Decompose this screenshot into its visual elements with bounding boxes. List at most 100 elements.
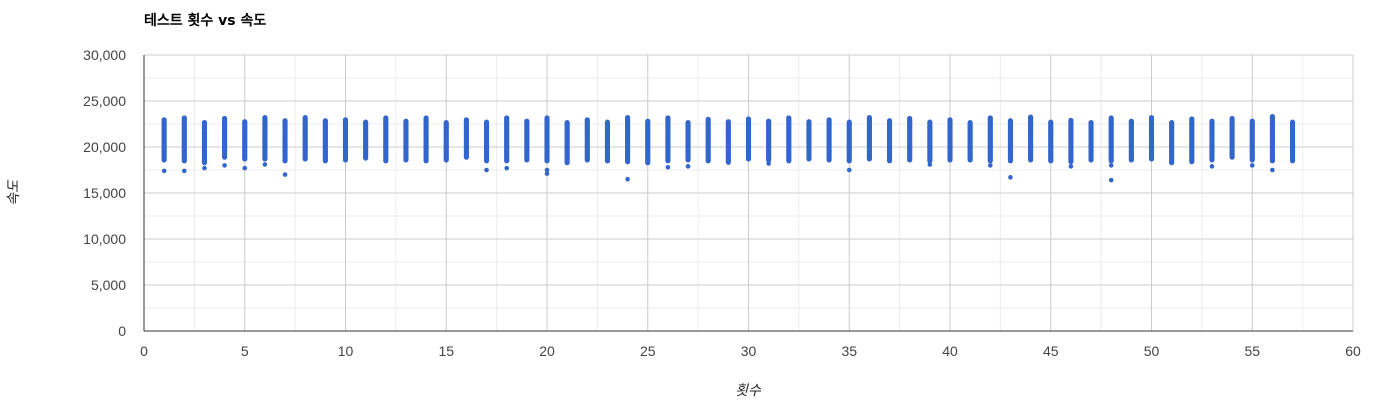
x-tick-label: 40 [942,343,958,359]
data-point [342,117,349,123]
data-point [564,120,570,126]
data-point [282,118,288,124]
data-point [1148,114,1155,121]
x-tick-label: 20 [539,343,555,359]
data-point-outlier [182,168,187,174]
data-point [1007,118,1014,124]
x-tick-label: 55 [1244,343,1260,359]
data-point-outlier [1270,167,1275,173]
data-point [222,115,228,122]
data-point-outlier [544,167,550,173]
data-point-outlier [1068,164,1074,169]
data-point [604,119,611,125]
data-point [645,118,651,124]
data-point [403,118,409,124]
data-point [947,117,953,123]
data-point [423,115,429,121]
data-point [584,117,590,123]
data-point [846,119,852,125]
y-tick-label: 10,000 [83,231,126,247]
x-tick-label: 15 [438,343,454,359]
data-point-outlier [846,167,852,173]
data-point [443,120,449,126]
data-point [665,115,671,121]
x-axis-title: 횟수 [735,383,762,399]
data-point [524,118,530,124]
x-tick-label: 45 [1043,343,1059,359]
y-tick-labels: 0 5,000 10,000 15,000 20,000 25,000 30,000 [83,47,126,339]
data-point [544,115,550,121]
data-point [967,120,973,126]
data-point [886,118,893,124]
data-point [161,117,167,123]
data-point-outlier [766,161,771,166]
y-tick-label: 25,000 [83,93,126,109]
data-point [1088,120,1094,126]
data-point-outlier [726,160,731,165]
data-point-outlier [161,168,167,174]
data-point-outlier [685,164,691,169]
data-point [262,114,268,121]
data-point [806,119,812,125]
data-point [302,114,308,121]
x-tick-label: 25 [640,343,656,359]
data-point [1209,118,1215,124]
data-point-outlier [1209,164,1215,169]
data-point-outlier [504,165,510,171]
x-tick-label: 60 [1345,343,1361,359]
data-point-outlier [222,163,227,168]
data-point [242,119,248,125]
data-point [927,119,933,125]
data-point [685,120,691,126]
y-tick-label: 5,000 [91,277,126,293]
data-point-outlier [1108,177,1114,183]
data-point-outlier [242,165,248,171]
data-point [907,115,913,122]
data-point-outlier [1249,163,1255,168]
data-point [1169,120,1175,126]
data-point-outlier [927,162,933,167]
data-point [1048,119,1054,125]
data-point [1189,116,1195,122]
data-point [1269,114,1275,120]
data-point [322,118,328,124]
data-point [1068,117,1074,123]
data-point [1028,114,1034,120]
x-tick-labels: 0 5 10 15 20 25 30 35 40 45 50 55 60 [140,343,1361,359]
data-point [1249,118,1255,124]
data-point-outlier [544,171,550,176]
y-tick-label: 30,000 [83,47,126,63]
data-point [625,114,631,121]
data-point [745,116,752,122]
x-tick-label: 5 [241,343,249,359]
data-point-outlier [1008,175,1013,180]
data-point [181,115,187,121]
data-point-outlier [202,165,207,171]
data-point [504,115,510,121]
x-tick-label: 0 [140,343,148,359]
data-point [383,115,389,121]
y-axis-title: 속도 [6,179,22,206]
x-tick-label: 10 [338,343,354,359]
data-point [483,119,490,125]
data-point [866,114,873,121]
major-grid [144,54,1354,331]
chart-title: 테스트 횟수 vs 속도 [144,13,267,29]
data-point-outlier [484,167,489,173]
data-point [363,119,369,125]
data-point [1289,119,1296,125]
data-point [463,117,469,123]
x-tick-label: 35 [841,343,857,359]
data-point [987,115,993,121]
data-point-outlier [1108,163,1114,168]
y-tick-label: 15,000 [83,185,126,201]
data-points [161,114,1296,183]
y-tick-label: 20,000 [83,139,126,155]
data-point [725,119,731,125]
data-point-outlier [625,176,630,182]
data-point [1128,118,1134,124]
data-point [201,120,208,126]
data-point [705,116,711,122]
